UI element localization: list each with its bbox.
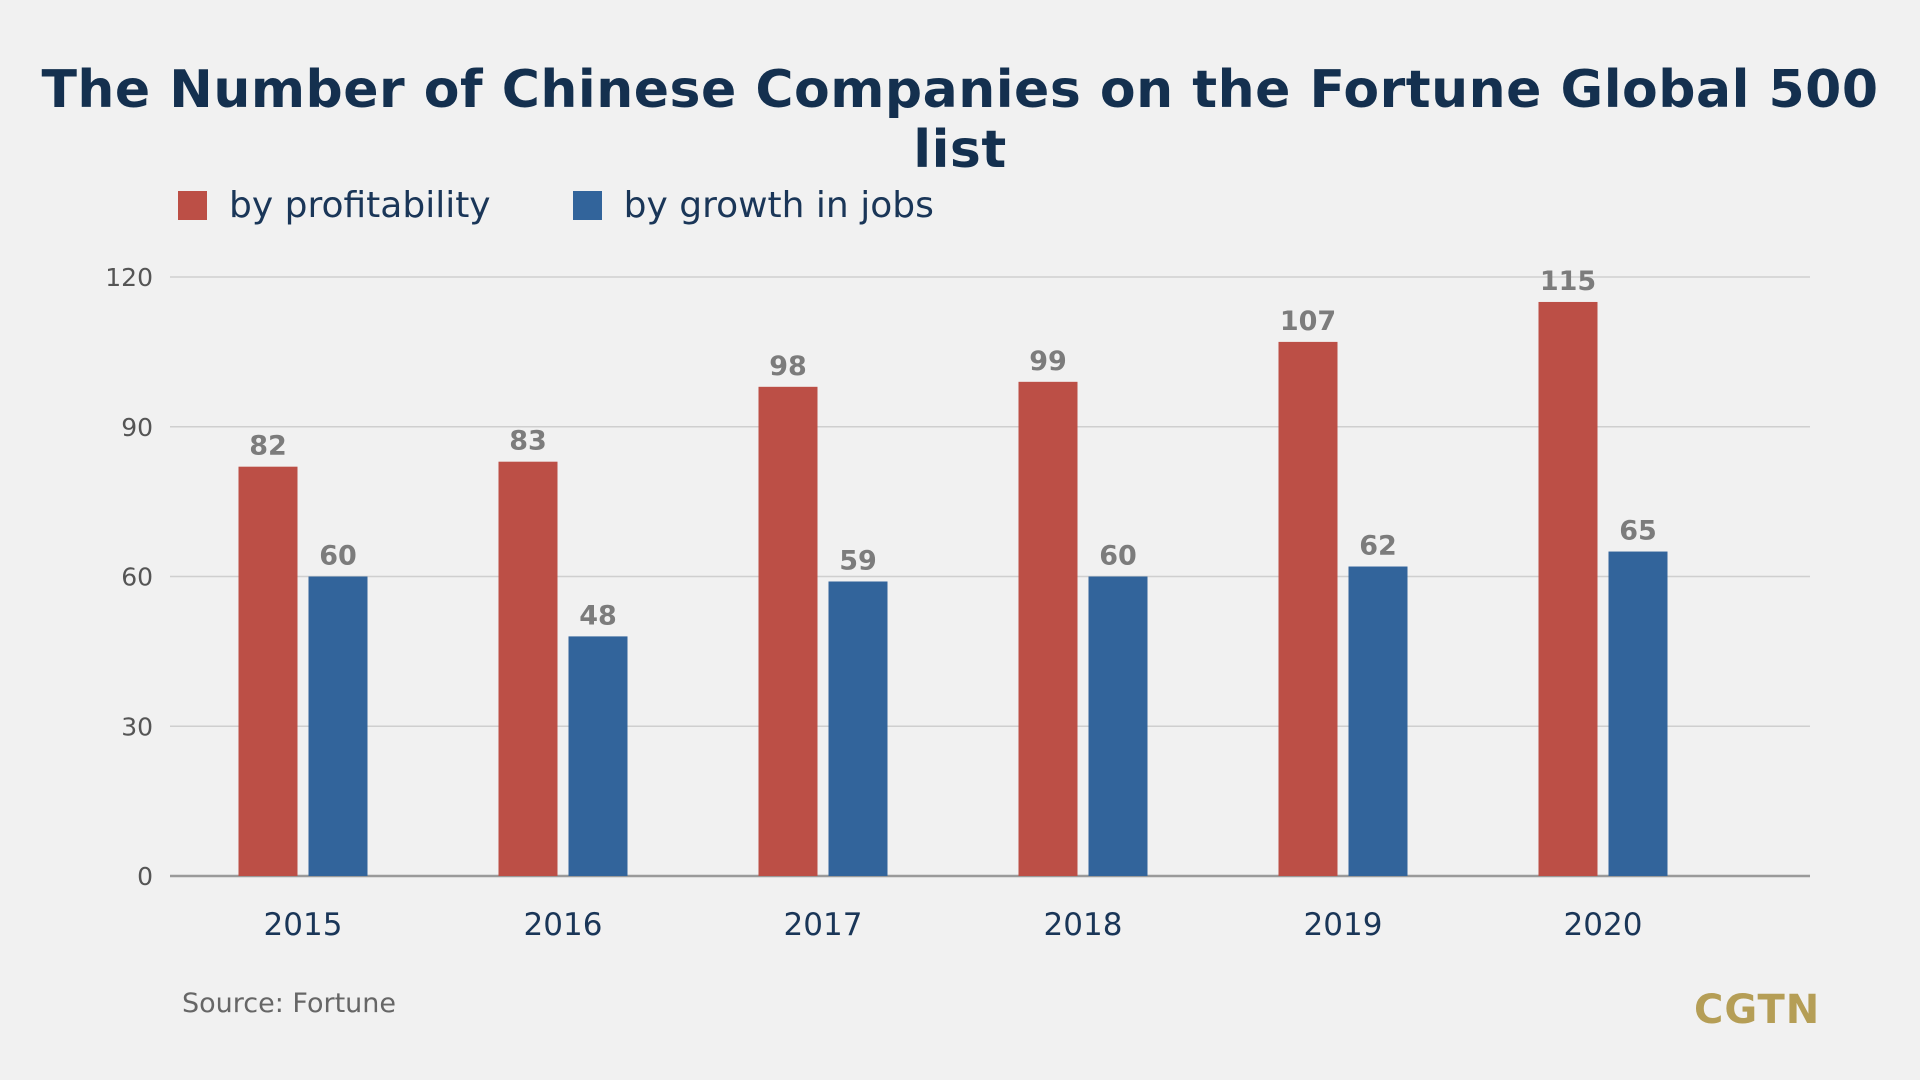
data-label: 60	[1099, 541, 1137, 572]
data-label: 107	[1280, 306, 1336, 337]
legend-item-profitability: by profitability	[178, 185, 491, 226]
y-tick-label: 30	[121, 712, 153, 741]
legend-swatch-profitability	[178, 191, 207, 220]
bar-jobs-2017	[828, 581, 888, 876]
bar-jobs-2015	[308, 576, 368, 876]
bar-profitability-2019	[1278, 341, 1338, 876]
data-label: 60	[319, 541, 357, 572]
bar-jobs-2016	[568, 636, 628, 876]
data-label: 99	[1029, 346, 1067, 377]
data-label: 83	[509, 426, 547, 457]
bar-profitability-2016	[498, 461, 558, 876]
legend: by profitability by growth in jobs	[178, 185, 1016, 226]
legend-label-profitability: by profitability	[229, 185, 491, 226]
bar-profitability-2015	[238, 466, 298, 876]
bars	[238, 301, 1668, 876]
data-labels: 82 60 83 48 98 59 99 60 107 62 115 65	[249, 266, 1657, 631]
legend-item-jobs: by growth in jobs	[572, 185, 934, 226]
x-tick-label: 2016	[524, 907, 603, 943]
y-tick-label: 90	[121, 413, 153, 442]
x-tick-label: 2018	[1044, 907, 1123, 943]
data-label: 59	[839, 545, 877, 576]
data-label: 62	[1359, 531, 1397, 562]
data-label: 115	[1540, 266, 1596, 297]
y-tick-label: 0	[137, 862, 153, 891]
bar-jobs-2020	[1608, 551, 1668, 876]
y-axis-ticks: 0 30 60 90 120	[105, 263, 153, 891]
cgtn-logo: CGTN	[1694, 987, 1821, 1033]
bar-jobs-2018	[1088, 576, 1148, 876]
bar-profitability-2017	[758, 386, 818, 876]
gridlines	[170, 276, 1810, 878]
bar-profitability-2020	[1538, 301, 1598, 876]
x-tick-label: 2020	[1564, 907, 1643, 943]
data-label: 48	[579, 600, 617, 631]
legend-swatch-jobs	[572, 191, 602, 220]
x-tick-label: 2017	[784, 907, 863, 943]
y-tick-label: 60	[121, 563, 153, 592]
bar-jobs-2019	[1348, 566, 1408, 876]
data-label: 82	[249, 431, 287, 462]
data-label: 65	[1619, 516, 1657, 547]
chart-title: The Number of Chinese Companies on the F…	[41, 60, 1879, 180]
source-note: Source: Fortune	[182, 988, 397, 1019]
x-tick-label: 2015	[264, 907, 343, 943]
data-label: 98	[769, 351, 807, 382]
x-axis-labels: 2015 2016 2017 2018 2019 2020	[264, 907, 1643, 943]
y-tick-label: 120	[105, 263, 153, 292]
bar-profitability-2018	[1018, 381, 1078, 876]
x-tick-label: 2019	[1304, 907, 1383, 943]
legend-label-jobs: by growth in jobs	[623, 185, 934, 226]
